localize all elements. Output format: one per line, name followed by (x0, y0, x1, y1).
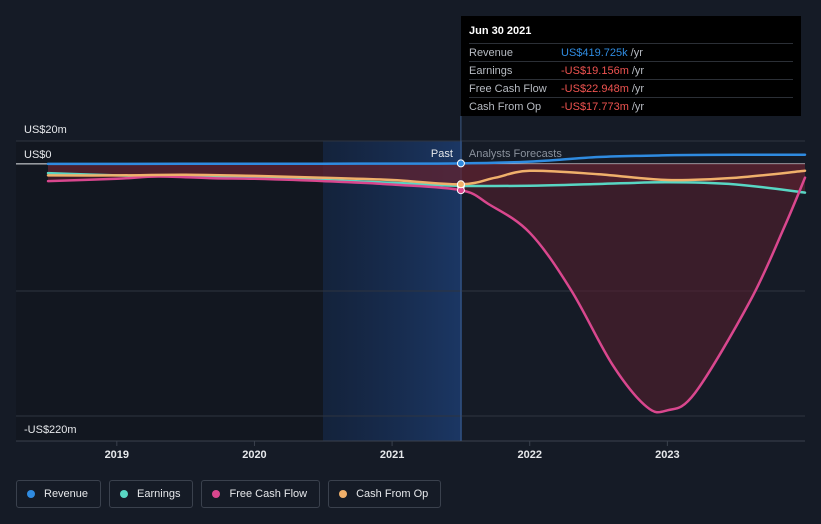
tooltip-unit: /yr (631, 100, 645, 113)
x-tick-label: 2019 (105, 449, 129, 461)
earnings-dot-icon (120, 490, 129, 498)
y-label-bottom: -US$220m (24, 424, 77, 436)
tooltip-value: -US$22.948m (561, 82, 629, 95)
tooltip-label: Free Cash Flow (469, 82, 547, 95)
tooltip-unit: /yr (631, 64, 645, 77)
tooltip-row-cash-from-op: Cash From Op -US$17.773m /yr (469, 97, 793, 115)
legend-label: Earnings (137, 488, 181, 500)
tooltip-value: US$419.725k (561, 46, 628, 59)
y-label-top: US$20m (24, 124, 67, 136)
tooltip-label: Revenue (469, 46, 514, 59)
legend-label: Free Cash Flow (229, 488, 308, 500)
legend-label: Cash From Op (356, 488, 429, 500)
legend-item-cash-from-op[interactable]: Cash From Op (328, 480, 442, 508)
x-tick-label: 2020 (242, 449, 266, 461)
series-line-free-cash-flow (46, 175, 807, 414)
legend-item-free-cash-flow[interactable]: Free Cash Flow (201, 480, 321, 508)
tooltip: Jun 30 2021 Revenue US$419.725k /yr Earn… (461, 16, 801, 116)
tooltip-label: Earnings (469, 64, 513, 77)
tooltip-unit: /yr (631, 82, 645, 95)
revenue-dot-icon (27, 490, 35, 498)
series-line-revenue (46, 153, 807, 166)
tooltip-row-earnings: Earnings -US$19.156m /yr (469, 61, 793, 79)
legend: Revenue Earnings Free Cash Flow Cash Fro… (16, 480, 442, 508)
tooltip-value: -US$19.156m (561, 64, 629, 77)
marker-revenue (456, 159, 465, 168)
tooltip-row-revenue: Revenue US$419.725k /yr (469, 43, 793, 61)
tooltip-value: -US$17.773m (561, 100, 629, 113)
area-free-cash-flow (48, 163, 805, 413)
tooltip-unit: /yr (630, 46, 643, 59)
legend-item-revenue[interactable]: Revenue (16, 480, 102, 508)
x-tick-label: 2022 (517, 449, 541, 461)
y-label-zero: US$0 (24, 149, 52, 161)
tooltip-row-free-cash-flow: Free Cash Flow -US$22.948m /yr (469, 79, 793, 97)
forecast-label: Analysts Forecasts (469, 148, 562, 160)
tooltip-label: Cash From Op (469, 100, 542, 113)
legend-item-earnings[interactable]: Earnings (109, 480, 194, 508)
past-label: Past (431, 148, 453, 160)
x-tick-label: 2021 (380, 449, 404, 461)
marker-cash-from-op (456, 180, 465, 189)
free-cash-flow-dot-icon (212, 490, 221, 498)
legend-label: Revenue (44, 488, 89, 500)
tooltip-date: Jun 30 2021 (469, 25, 532, 37)
x-tick-label: 2023 (655, 449, 679, 461)
cash-from-op-dot-icon (339, 490, 348, 498)
